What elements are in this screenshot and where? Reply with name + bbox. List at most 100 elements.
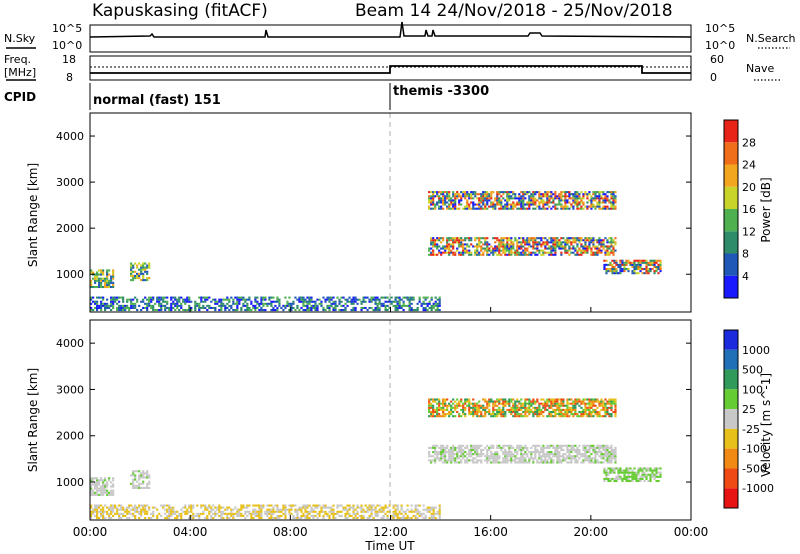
- velocity-data-cell: [410, 516, 413, 520]
- power-data-cell: [498, 197, 501, 200]
- velocity-data-cell: [594, 455, 597, 458]
- power-data-cell: [102, 302, 105, 305]
- power-data-cell: [526, 243, 529, 246]
- velocity-data-cell: [528, 413, 531, 416]
- power-data-cell: [418, 296, 421, 299]
- power-data-cell: [378, 306, 381, 310]
- power-data-cell: [444, 245, 447, 248]
- power-data-cell: [560, 207, 563, 210]
- velocity-data-cell: [432, 459, 435, 462]
- power-data-cell: [352, 309, 355, 312]
- velocity-data-cell: [504, 453, 507, 456]
- velocity-data-cell: [430, 459, 433, 462]
- velocity-data-cell: [314, 504, 317, 507]
- velocity-data-cell: [550, 402, 553, 405]
- velocity-data-cell: [418, 514, 421, 517]
- power-data-cell: [362, 300, 365, 303]
- velocity-data-cell: [486, 406, 489, 409]
- velocity-data-cell: [496, 451, 499, 454]
- power-data-cell: [140, 270, 143, 273]
- velocity-data-cell: [370, 504, 373, 507]
- velocity-data-cell: [568, 448, 571, 452]
- velocity-data-cell: [528, 402, 531, 405]
- power-data-cell: [406, 298, 409, 301]
- power-data-cell: [446, 245, 449, 248]
- velocity-data-cell: [270, 508, 273, 511]
- velocity-data-cell: [270, 510, 273, 513]
- power-data-cell: [224, 306, 227, 310]
- power-data-cell: [608, 237, 611, 240]
- velocity-data-cell: [244, 506, 247, 509]
- velocity-data-cell: [130, 504, 133, 507]
- velocity-data-cell: [574, 451, 577, 454]
- velocity-data-cell: [452, 402, 455, 405]
- velocity-data-cell: [234, 506, 237, 509]
- power-data-cell: [615, 270, 618, 273]
- power-data-cell: [578, 207, 581, 210]
- velocity-data-cell: [216, 506, 219, 509]
- power-data-cell: [611, 268, 614, 271]
- power-data-cell: [621, 263, 624, 266]
- power-data-cell: [270, 300, 273, 303]
- power-data-cell: [562, 241, 565, 244]
- velocity-data-cell: [484, 459, 487, 462]
- velocity-data-cell: [122, 506, 125, 509]
- power-data-cell: [472, 193, 475, 196]
- velocity-data-cell: [534, 453, 537, 456]
- power-data-cell: [384, 306, 387, 310]
- velocity-data-cell: [566, 413, 569, 416]
- power-data-cell: [452, 251, 455, 254]
- velocity-data-cell: [603, 479, 606, 483]
- velocity-data-cell: [532, 406, 535, 409]
- velocity-data-cell: [156, 514, 159, 517]
- velocity-data-cell: [384, 512, 387, 515]
- power-data-cell: [558, 241, 561, 244]
- power-data-cell: [508, 197, 511, 200]
- power-data-cell: [226, 298, 229, 301]
- velocity-data-cell: [394, 504, 397, 507]
- velocity-data-cell: [436, 444, 439, 447]
- velocity-data-cell: [617, 469, 620, 472]
- power-data-cell: [376, 304, 379, 307]
- velocity-data-cell: [480, 453, 483, 456]
- velocity-data-cell: [504, 457, 507, 460]
- power-data-cell: [556, 237, 559, 240]
- velocity-data-cell: [554, 410, 557, 414]
- power-data-cell: [136, 264, 139, 267]
- velocity-data-cell: [486, 402, 489, 405]
- power-data-cell: [613, 265, 616, 269]
- power-data-cell: [598, 207, 601, 210]
- velocity-data-cell: [306, 504, 309, 507]
- power-data-cell: [635, 263, 638, 266]
- power-data-cell: [242, 304, 245, 307]
- power-data-cell: [606, 241, 609, 244]
- velocity-data-cell: [608, 457, 611, 460]
- power-data-cell: [448, 247, 451, 250]
- power-data-cell: [615, 272, 618, 275]
- velocity-data-cell: [498, 408, 501, 411]
- velocity-data-cell: [488, 408, 491, 411]
- velocity-data-cell: [590, 446, 593, 449]
- velocity-data-cell: [558, 408, 561, 411]
- power-data-cell: [102, 296, 105, 299]
- power-data-cell: [502, 241, 505, 244]
- power-data-cell: [424, 298, 427, 301]
- velocity-data-cell: [480, 448, 483, 452]
- power-data-cell: [600, 197, 603, 200]
- velocity-data-cell: [552, 446, 555, 449]
- power-data-cell: [164, 300, 167, 303]
- power-data-cell: [566, 251, 569, 254]
- power-data-cell: [600, 195, 603, 198]
- power-data-cell: [202, 304, 205, 307]
- velocity-data-cell: [132, 506, 135, 509]
- power-data-cell: [594, 251, 597, 254]
- power-data-cell: [430, 309, 433, 312]
- power-data-cell: [596, 245, 599, 248]
- power-data-cell: [352, 306, 355, 310]
- power-data-cell: [160, 309, 163, 312]
- power-data-cell: [532, 195, 535, 198]
- power-data-cell: [426, 302, 429, 305]
- velocity-data-cell: [146, 472, 149, 475]
- velocity-data-cell: [560, 413, 563, 416]
- velocity-data-cell: [512, 398, 515, 401]
